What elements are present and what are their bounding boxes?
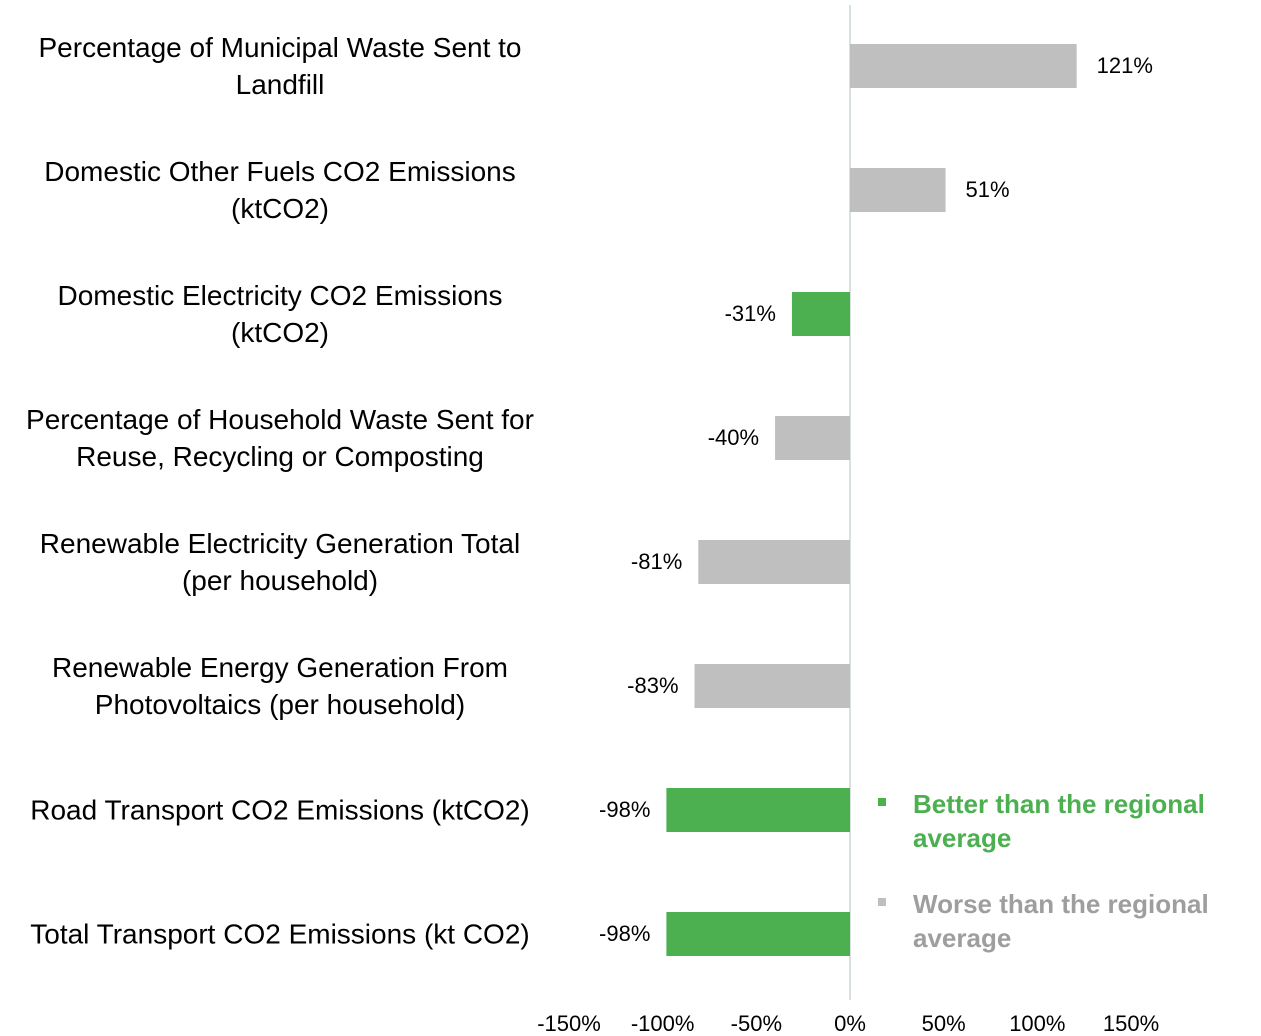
bar [791, 292, 850, 336]
category-label: Domestic Electricity CO2 Emissions (ktCO… [57, 280, 503, 348]
x-tick-label: -50% [731, 1011, 782, 1036]
data-label: 51% [966, 177, 1010, 202]
bar [850, 168, 946, 212]
category-label: Percentage of Household Waste Sent for R… [26, 404, 534, 472]
data-label: -83% [627, 673, 678, 698]
legend-label: Worse than the regional average [913, 889, 1209, 953]
data-label: -98% [599, 921, 650, 946]
legend-label: Better than the regional average [913, 789, 1205, 853]
legend-marker [878, 898, 886, 906]
data-label: -31% [725, 301, 776, 326]
category-label: Renewable Energy Generation From Photovo… [51, 652, 508, 720]
bar [850, 44, 1077, 88]
bar [775, 416, 850, 460]
data-label: -98% [599, 797, 650, 822]
x-tick-label: 50% [922, 1011, 966, 1036]
category-label: Domestic Other Fuels CO2 Emissions (ktCO… [44, 156, 516, 224]
bar [666, 788, 850, 832]
category-label: Percentage of Municipal Waste Sent to La… [38, 32, 522, 100]
data-label: -81% [631, 549, 682, 574]
x-tick-label: 150% [1103, 1011, 1159, 1036]
x-tick-label: 0% [834, 1011, 866, 1036]
data-label: -40% [708, 425, 759, 450]
data-label: 121% [1097, 53, 1153, 78]
bar [698, 540, 850, 584]
x-tick-label: -150% [537, 1011, 601, 1036]
legend-marker [878, 798, 886, 806]
category-label: Renewable Electricity Generation Total (… [39, 528, 521, 596]
bar [666, 912, 850, 956]
bar [694, 664, 850, 708]
x-tick-label: 100% [1009, 1011, 1065, 1036]
x-tick-label: -100% [631, 1011, 695, 1036]
category-label: Road Transport CO2 Emissions (ktCO2) [30, 794, 530, 826]
category-label: Total Transport CO2 Emissions (kt CO2) [30, 918, 530, 950]
